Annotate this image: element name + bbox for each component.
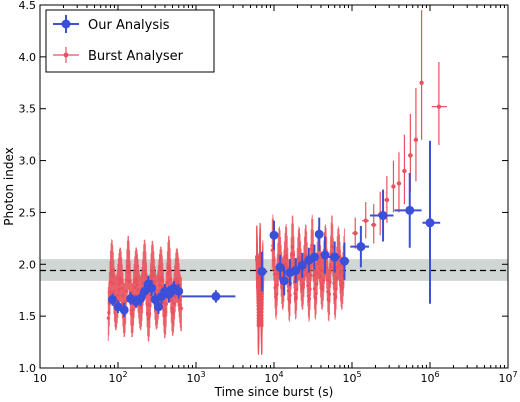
burst-analyser-point <box>308 273 313 277</box>
burst-analyser-point <box>408 153 413 158</box>
our-analysis-point <box>119 305 129 315</box>
our-analysis-point <box>275 262 285 272</box>
our-analysis-point <box>330 252 340 262</box>
y-axis-label: Photon index <box>2 147 16 225</box>
burst-analyser-point <box>328 280 332 284</box>
our-analysis-point <box>174 286 184 296</box>
y-tick-label: 4.0 <box>19 51 37 64</box>
our-analysis-point <box>211 291 221 301</box>
burst-analyser-point <box>179 306 184 311</box>
legend-burst-dot <box>63 52 69 58</box>
our-analysis-point <box>291 266 301 276</box>
y-tick-label: 1.0 <box>19 362 37 375</box>
our-analysis-point <box>309 252 319 262</box>
our-analysis-point <box>136 294 146 304</box>
x-tick-label: 103 <box>186 370 205 385</box>
burst-analyser-point <box>396 181 402 186</box>
our-analysis-point <box>320 250 330 260</box>
legend-marker-our-analysis <box>53 15 79 33</box>
burst-analyser-point <box>391 184 396 189</box>
legend: Our Analysis Burst Analyser <box>45 9 215 73</box>
legend-our-analysis-dot <box>61 19 71 29</box>
y-tick-label: 1.5 <box>19 310 37 323</box>
our-analysis-point <box>314 229 324 239</box>
legend-box <box>45 9 215 73</box>
y-tick-label: 2.0 <box>19 258 37 271</box>
burst-analyser-point <box>308 287 312 291</box>
x-tick-label: 105 <box>342 370 361 385</box>
our-analysis-series <box>107 140 441 318</box>
y-tick-label: 3.0 <box>19 155 37 168</box>
y-axis: 1.0 1.5 2.0 2.5 3.0 3.5 4.0 4.5 <box>19 0 508 375</box>
our-analysis-point <box>425 218 435 228</box>
burst-analyser-point <box>363 218 368 223</box>
burst-analyser-point <box>327 292 332 296</box>
x-axis-label: Time since burst (s) <box>214 385 334 399</box>
legend-label-our-analysis: Our Analysis <box>88 18 170 33</box>
burst-analyser-point <box>384 197 390 203</box>
our-analysis-point <box>107 295 117 305</box>
y-tick-label: 3.5 <box>19 103 37 116</box>
y-tick-label: 4.5 <box>19 0 37 12</box>
x-tick-label: 107 <box>498 370 517 385</box>
our-analysis-point <box>153 302 163 312</box>
x-tick-label: 10 <box>33 372 47 385</box>
our-analysis-point <box>339 256 349 266</box>
y-tick-label: 2.5 <box>19 206 37 219</box>
burst-analyser-point <box>307 297 312 301</box>
burst-analyser-point <box>371 222 376 228</box>
our-analysis-point <box>405 205 415 215</box>
burst-analyser-point <box>413 137 419 143</box>
legend-label-burst-analyser: Burst Analyser <box>88 49 184 64</box>
our-analysis-point <box>269 230 279 240</box>
burst-analyser-point <box>288 293 292 297</box>
x-tick-label: 102 <box>108 370 127 385</box>
our-analysis-point <box>279 276 289 286</box>
burst-analyser-point <box>402 168 407 174</box>
burst-analyser-point <box>353 230 358 236</box>
our-analysis-point <box>297 260 307 270</box>
burst-analyser-point <box>436 104 442 109</box>
x-tick-label: 104 <box>264 370 283 385</box>
our-analysis-point <box>378 211 388 221</box>
our-analysis-point <box>356 242 366 252</box>
x-tick-label: 106 <box>420 370 439 385</box>
our-analysis-point <box>147 283 157 293</box>
our-analysis-point <box>257 267 267 277</box>
our-analysis-point <box>164 289 174 299</box>
our-analysis-point <box>140 286 150 296</box>
burst-analyser-point <box>419 80 424 85</box>
legend-marker-burst-analyser <box>53 47 79 63</box>
